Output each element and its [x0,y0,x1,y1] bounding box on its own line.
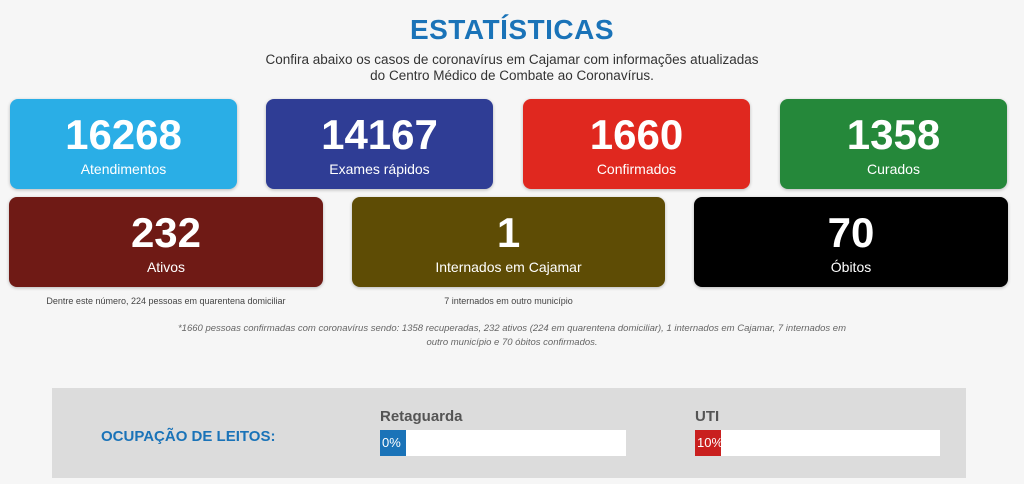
progress-fill-retaguarda: 0% [380,430,406,456]
subtitle-line-2: do Centro Médico de Combate ao Coronavír… [370,68,654,83]
footnote-line-1: *1660 pessoas confirmadas com coronavíru… [177,323,846,334]
stat-card-atendimentos: 16268 Atendimentos [10,99,237,189]
stat-label: Curados [867,161,920,177]
stat-card-curados: 1358 Curados [780,99,1007,189]
footnote-line-2: outro município e 70 óbitos confirmados. [426,337,598,348]
bar-label-retaguarda: Retaguarda [380,408,463,425]
stat-value: 232 [130,209,202,256]
stat-value: 16268 [65,111,182,158]
subtitle-line-1: Confira abaixo os casos de coronavírus e… [265,52,759,67]
stat-value: 14167 [321,111,438,158]
page-subtitle: Confira abaixo os casos de coronavírus e… [0,52,1024,84]
footnote: *1660 pessoas confirmadas com coronavíru… [140,322,884,350]
page-title: ESTATÍSTICAS [409,14,615,45]
stat-value: 70 [827,209,875,256]
stat-card-confirmados: 1660 Confirmados [523,99,750,189]
stat-card-exames-rapidos: 14167 Exames rápidos [266,99,493,189]
stat-label: Internados em Cajamar [435,259,582,275]
stat-label: Ativos [146,259,186,275]
ativos-note: Dentre este número, 224 pessoas em quare… [46,296,286,306]
bar-label-uti: UTI [695,408,720,425]
stat-label: Atendimentos [80,161,167,177]
stat-label: Confirmados [596,161,677,177]
stat-value: 1 [496,209,521,256]
stat-label: Óbitos [830,259,872,275]
bed-occupancy-title: OCUPAÇÃO DE LEITOS: [101,428,276,445]
stat-card-internados: 1 Internados em Cajamar [352,197,665,287]
stat-label: Exames rápidos [329,161,430,177]
stat-card-ativos: 232 Ativos [9,197,323,287]
stat-value: 1660 [589,111,684,158]
progress-bar-uti: 10% [695,430,940,456]
progress-fill-uti: 10% [695,430,723,456]
progress-bar-retaguarda: 0% [380,430,626,456]
stat-card-obitos: 70 Óbitos [694,197,1008,287]
internados-note: 7 internados em outro município [444,296,573,306]
stat-value: 1358 [846,111,941,158]
bed-occupancy-panel: OCUPAÇÃO DE LEITOS: Retaguarda 0% UTI 10… [52,388,966,478]
